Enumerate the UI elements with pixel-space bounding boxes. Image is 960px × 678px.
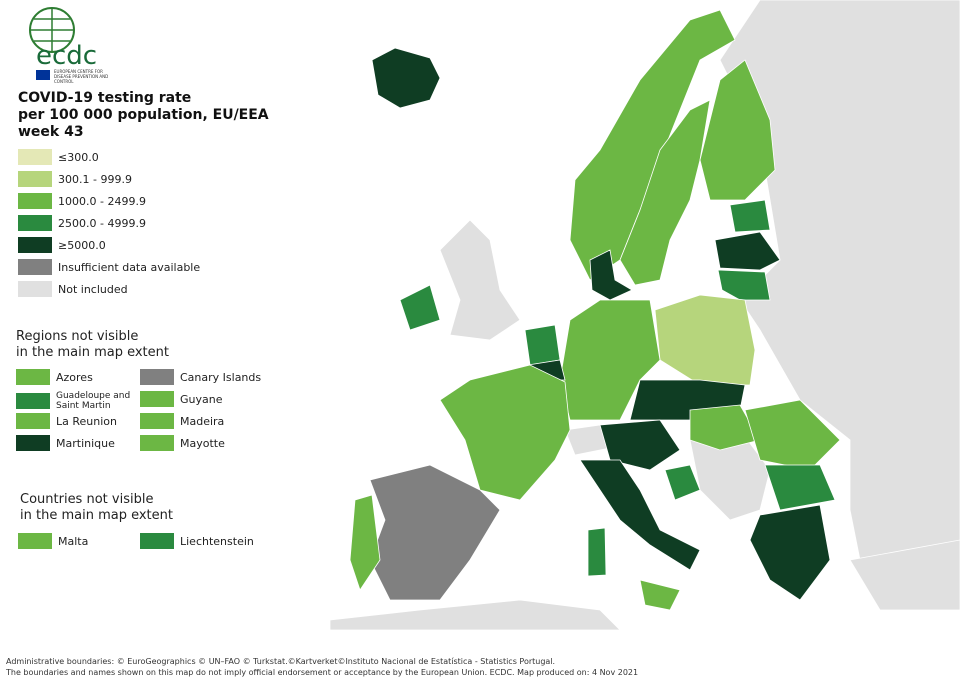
legend-swatch [16,413,50,429]
legend-item: Canary Islands [140,369,261,385]
legend-item: Liechtenstein [140,533,254,549]
section-line: Countries not visible [20,492,154,507]
legend-swatch [18,193,52,209]
legend-swatch [16,435,50,451]
section-line: Regions not visible [16,329,139,344]
legend-swatch [140,533,174,549]
map-title: COVID-19 testing rate per 100 000 popula… [18,90,269,141]
legend-label: Liechtenstein [180,534,254,548]
legend-swatch [140,391,174,407]
footer-line: The boundaries and names shown on this m… [6,668,639,677]
not-included-land [329,0,960,631]
title-line: COVID-19 testing rate [18,90,192,106]
legend-swatch [140,369,174,385]
legend-item: La Reunion [16,413,136,429]
legend-swatch [16,369,50,385]
legend-swatch [18,533,52,549]
legend-swatch [140,435,174,451]
legend-swatch [18,259,52,275]
legend-swatch [140,413,174,429]
countries [349,9,841,611]
legend-swatch [18,237,52,253]
legend-item: 2500.0 - 4999.9 [18,215,146,231]
legend-label: Mayotte [180,436,225,450]
legend-label: Not included [58,282,128,296]
legend-item: 300.1 - 999.9 [18,171,132,187]
logo-text: ecdc [36,41,97,71]
legend-swatch [18,171,52,187]
map [329,0,960,631]
legend-item: Malta [18,533,88,549]
legend-item: Azores [16,369,136,385]
legend-swatch [18,149,52,165]
legend-label: Insufficient data available [58,260,201,274]
title-line: per 100 000 population, EU/EEA [18,107,269,123]
logo: ecdc [29,7,97,80]
legend-item: ≤300.0 [18,149,99,165]
legend-swatch [16,393,50,409]
legend-label: Malta [58,534,89,548]
legend-label: ≥5000.0 [58,238,106,252]
legend-label: ≤300.0 [58,150,99,164]
legend-item: Guyane [140,391,223,407]
legend-item: Mayotte [140,435,225,451]
legend-item: ≥5000.0 [18,237,106,253]
legend-label: Guyane [180,392,223,406]
legend-label: 2500.0 - 4999.9 [58,216,146,230]
legend-label: 300.1 - 999.9 [58,172,132,186]
logo-subtitle: EUROPEAN CENTRE FOR DISEASE PREVENTION A… [54,69,109,84]
section-line: in the main map extent [16,345,169,360]
legend-label: La Reunion [56,414,117,428]
regions-title: Regions not visible in the main map exte… [16,329,169,361]
legend-label: Canary Islands [180,370,262,384]
title-line: week 43 [18,124,84,140]
legend-item: 1000.0 - 2499.9 [18,193,146,209]
footer-line: Administrative boundaries: © EuroGeograp… [6,657,556,666]
legend-label: Martinique [56,436,115,450]
legend-swatch [18,281,52,297]
legend-item: Insufficient data available [18,259,200,275]
legend-label: Azores [56,370,93,384]
legend-item: Martinique [16,435,136,451]
legend-item: Madeira [140,413,224,429]
countries-title: Countries not visible in the main map ex… [20,492,173,524]
legend-label: Madeira [180,414,225,428]
legend-item: Guadeloupe and Saint Martin [16,391,136,411]
legend-label: 1000.0 - 2499.9 [58,194,146,208]
legend-item: Not included [18,281,128,297]
logo-grid [30,8,74,52]
section-line: in the main map extent [20,508,173,523]
legend-label: Guadeloupe and Saint Martin [56,391,131,411]
legend-swatch [18,215,52,231]
eu-flag [36,70,50,80]
